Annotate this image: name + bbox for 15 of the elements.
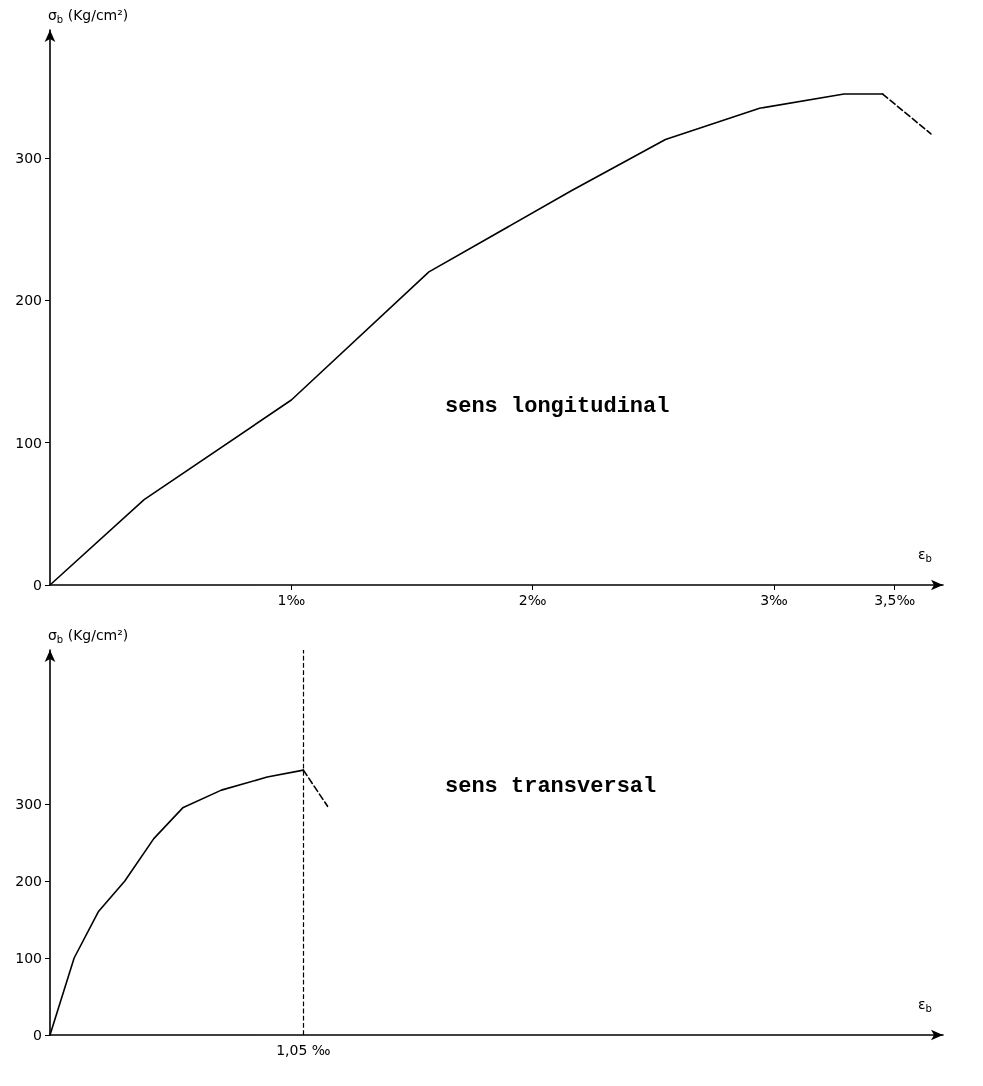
ref-line-label: 1,05 ‰ [276, 1042, 331, 1058]
annotation: sens longitudinal [445, 393, 670, 419]
y-tick-label: 100 [15, 434, 42, 451]
x-tick-label: 3,5‰ [874, 592, 916, 608]
x-tick-label: 1‰ [277, 592, 306, 608]
y-tick-label: 300 [15, 150, 42, 167]
y-tick-label: 0 [33, 577, 42, 593]
y-tick-label: 200 [15, 292, 42, 309]
y-tick-label: 100 [15, 950, 42, 966]
y-tick-label: 0 [33, 1027, 42, 1043]
x-tick-label: 2‰ [518, 592, 547, 608]
x-tick-label: 3‰ [760, 592, 789, 608]
annotation: sens transversal [445, 773, 657, 799]
y-tick-label: 300 [15, 796, 42, 812]
y-tick-label: 200 [15, 873, 42, 889]
